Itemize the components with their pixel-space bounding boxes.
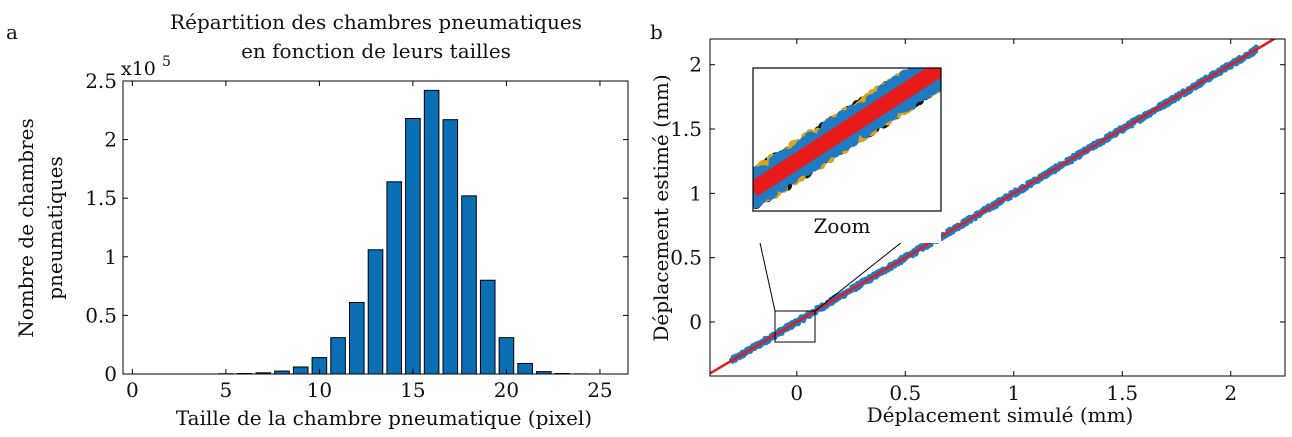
panel-a-letter: a — [6, 20, 18, 44]
x-tick-label: 2 — [1224, 381, 1237, 405]
inset-point — [932, 56, 942, 66]
inset-point — [932, 48, 942, 58]
x-tick-label: 15 — [400, 378, 425, 402]
inset-point — [936, 68, 941, 69]
x-tick-label: 0 — [790, 381, 803, 405]
x-tick-label: 25 — [587, 378, 612, 402]
inset-point — [931, 53, 941, 63]
x-tick-label: 5 — [220, 378, 233, 402]
bar-17 — [442, 119, 459, 375]
chart-a-bars — [218, 89, 590, 375]
x-tick-label: 0.5 — [889, 381, 921, 405]
inset-point — [924, 54, 934, 64]
y-tick-label: 1 — [689, 181, 702, 205]
inset-point — [928, 52, 938, 62]
chart-a-ylabel-line-2: pneumatiques — [43, 156, 67, 300]
zoom-inset: Zoom — [752, 47, 945, 243]
inset-point — [928, 55, 938, 65]
inset-point — [922, 56, 934, 68]
inset-point — [931, 49, 941, 59]
chart-a-exponent-power: 5 — [162, 54, 171, 70]
x-tick-label: 0 — [126, 378, 139, 402]
zoom-label: Zoom — [814, 214, 871, 238]
inset-point — [932, 49, 942, 59]
chart-b-plot-frame — [709, 38, 1286, 377]
y-tick-label: 2 — [689, 53, 702, 77]
chart-a-exponent: x10 5 — [121, 54, 171, 80]
inset-point — [921, 55, 931, 65]
chart-a-ylabel: Nombre de chambres pneumatiques — [14, 118, 67, 338]
inset-point — [923, 55, 933, 65]
bar-15 — [405, 118, 421, 375]
inset-point — [933, 48, 945, 60]
inset-point — [931, 48, 941, 58]
inset-point — [936, 68, 941, 69]
x-tick-label: 10 — [307, 378, 332, 402]
panel-b: b 0 0.5 1 1.5 2 0 0.5 1 1.5 2 Zoom Déplacement s… — [649, 20, 1286, 427]
inset-point — [925, 55, 935, 65]
inset-point — [933, 58, 943, 68]
y-tick-label: 1.5 — [670, 117, 702, 141]
bar-18 — [461, 195, 477, 375]
y-tick-label: 2.5 — [85, 69, 117, 93]
x-tick-label: 1 — [1007, 381, 1020, 405]
inset-point — [929, 49, 939, 59]
bar-13 — [367, 249, 384, 375]
chart-a-y-ticks: 0 0.5 1 1.5 2 2.5 — [85, 69, 628, 386]
inset-point — [930, 51, 942, 63]
bar-11 — [330, 337, 346, 375]
inset-point — [934, 48, 944, 58]
chart-b-xlabel: Déplacement simulé (mm) — [867, 403, 1134, 427]
inset-point — [926, 57, 936, 67]
bar-19 — [479, 279, 496, 375]
inset-point — [935, 47, 945, 57]
inset-identity-line — [753, 68, 941, 197]
chart-b-identity-line — [710, 39, 1277, 375]
x-tick-label: 1.5 — [1106, 381, 1138, 405]
inset-point — [928, 52, 940, 64]
inset-point — [925, 56, 937, 68]
chart-a-plot-frame — [122, 80, 629, 375]
bar-12 — [349, 302, 365, 375]
y-tick-label: 0.5 — [670, 246, 702, 270]
chart-b-ylabel: Déplacement estimé (mm) — [649, 74, 673, 341]
inset-point — [924, 55, 934, 65]
inset-point — [932, 57, 942, 67]
bar-16 — [423, 89, 440, 375]
y-tick-label: 2 — [104, 128, 117, 152]
y-tick-label: 1 — [104, 245, 117, 269]
y-tick-label: 0 — [689, 310, 702, 334]
chart-a-exponent-base: x10 — [121, 58, 156, 80]
bar-9 — [292, 366, 309, 375]
panel-a: a Répartition des chambres pneumatiques … — [6, 10, 629, 430]
x-tick-label: 20 — [494, 378, 519, 402]
inset-point — [928, 68, 934, 69]
bar-14 — [386, 181, 403, 375]
chart-a-x-ticks: 0 5 10 15 20 25 — [126, 81, 613, 402]
chart-a-title-line-2: en fonction de leurs tailles — [241, 39, 511, 63]
inset-point — [938, 68, 941, 69]
y-tick-label: 1.5 — [85, 186, 117, 210]
y-tick-label: 0.5 — [85, 303, 117, 327]
inset-point — [920, 56, 930, 66]
chart-a-ylabel-line-1: Nombre de chambres — [14, 118, 38, 338]
panel-b-letter: b — [650, 20, 663, 44]
bar-20 — [498, 337, 515, 375]
y-tick-label: 0 — [104, 362, 117, 386]
chart-a-title-line-1: Répartition des chambres pneumatiques — [170, 10, 582, 34]
chart-a-xlabel: Taille de la chambre pneumatique (pixel) — [176, 406, 592, 430]
zoom-inset-content — [753, 47, 945, 210]
chart-b-y-ticks: 0 0.5 1 1.5 2 — [670, 53, 1285, 334]
bar-21 — [517, 362, 533, 375]
zoom-source-box — [774, 310, 816, 343]
inset-point — [931, 55, 943, 67]
inset-point — [930, 54, 942, 66]
inset-point — [930, 53, 940, 63]
inset-point — [932, 57, 942, 67]
chart-b-x-ticks: 0 0.5 1 1.5 2 — [790, 39, 1237, 405]
zoom-inset-frame — [752, 67, 942, 212]
